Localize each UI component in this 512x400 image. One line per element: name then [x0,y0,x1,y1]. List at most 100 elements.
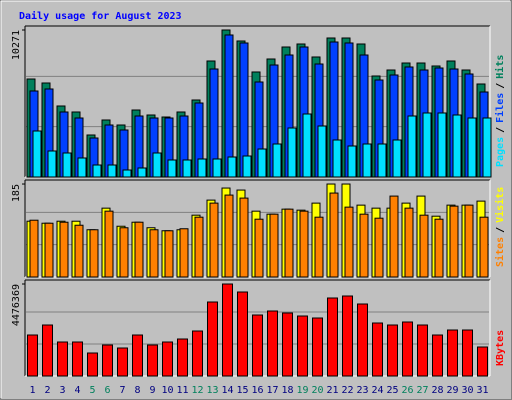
x-tick-label: 7 [119,385,125,396]
bar [452,114,462,178]
bar [87,352,98,377]
bar [152,152,162,178]
bar [62,152,72,178]
bar [417,324,428,377]
bar [332,139,342,178]
x-tick-label: 25 [386,385,398,396]
bar [119,227,129,278]
bar [227,156,237,178]
legend-entry: Sites [494,237,506,267]
bar [197,158,207,178]
bar [89,229,99,278]
bar [312,317,323,377]
bar [432,334,443,377]
bar [389,195,399,278]
x-tick-label: 18 [281,385,293,396]
bar [117,347,128,377]
bar [269,213,279,278]
x-tick-label: 8 [134,385,140,396]
bar [282,312,293,377]
bar [222,283,233,377]
bar [122,169,132,178]
bar [239,197,249,278]
legend-separator: / [495,227,506,233]
bar [374,217,384,278]
x-tick-label: 13 [206,385,218,396]
x-tick-label: 6 [104,385,110,396]
bar [194,216,204,278]
bar [272,143,282,178]
legend-entry: Files [494,93,506,123]
legend: Sites / Visits [494,187,506,267]
x-tick-label: 2 [44,385,50,396]
bar [344,206,354,278]
bar [437,112,447,178]
legend-separator: / [495,127,506,133]
bar [314,216,324,278]
bar [404,207,414,278]
bar [467,117,477,178]
bar [342,295,353,377]
bar [254,218,264,278]
bar [179,228,189,278]
bar [27,334,38,377]
bar [102,344,113,377]
x-tick-label: 12 [191,385,203,396]
bar [32,130,42,178]
bar [29,219,39,278]
bar [59,221,69,278]
bar [134,221,144,278]
bar [77,157,87,178]
legend: Pages / Files / Hits [494,55,506,167]
bar [329,192,339,278]
bar [252,314,263,377]
bar [299,210,309,278]
bar [284,208,294,278]
bar [149,229,159,278]
x-tick-label: 3 [59,385,65,396]
x-tick-label: 20 [311,385,323,396]
bar [447,329,458,377]
x-tick-label: 31 [476,385,488,396]
bar [407,115,417,178]
bar [387,324,398,377]
x-tick-label: 15 [236,385,248,396]
bar [419,214,429,278]
bar [359,213,369,278]
legend-entry: Visits [494,187,506,223]
bar [357,303,368,377]
bar [182,159,192,178]
x-tick-label: 10 [161,385,173,396]
bar [212,158,222,178]
bar [317,125,327,178]
bar [302,113,312,178]
bar [267,310,278,377]
bar [92,164,102,178]
legend-entry: KBytes [495,330,506,366]
bar [209,202,219,278]
x-tick-label: 5 [89,385,95,396]
bar [207,301,218,377]
y-tick-label: 185 [11,184,22,202]
bar [107,164,117,178]
x-tick-label: 14 [221,385,233,396]
legend-entry: Hits [494,55,506,79]
bar [224,34,234,178]
y-tick-label: 4476369 [11,284,22,326]
bar [57,341,68,377]
bar [362,143,372,178]
bar [297,315,308,377]
bar [347,145,357,178]
x-tick-label: 4 [74,385,80,396]
x-tick-label: 1 [29,385,35,396]
bar [147,344,158,377]
bar [104,210,114,278]
bar [257,148,267,178]
x-tick-label: 27 [416,385,428,396]
x-tick-label: 21 [326,385,338,396]
bar [377,143,387,178]
x-tick-label: 29 [446,385,458,396]
bar [287,127,297,178]
bar [224,194,234,278]
